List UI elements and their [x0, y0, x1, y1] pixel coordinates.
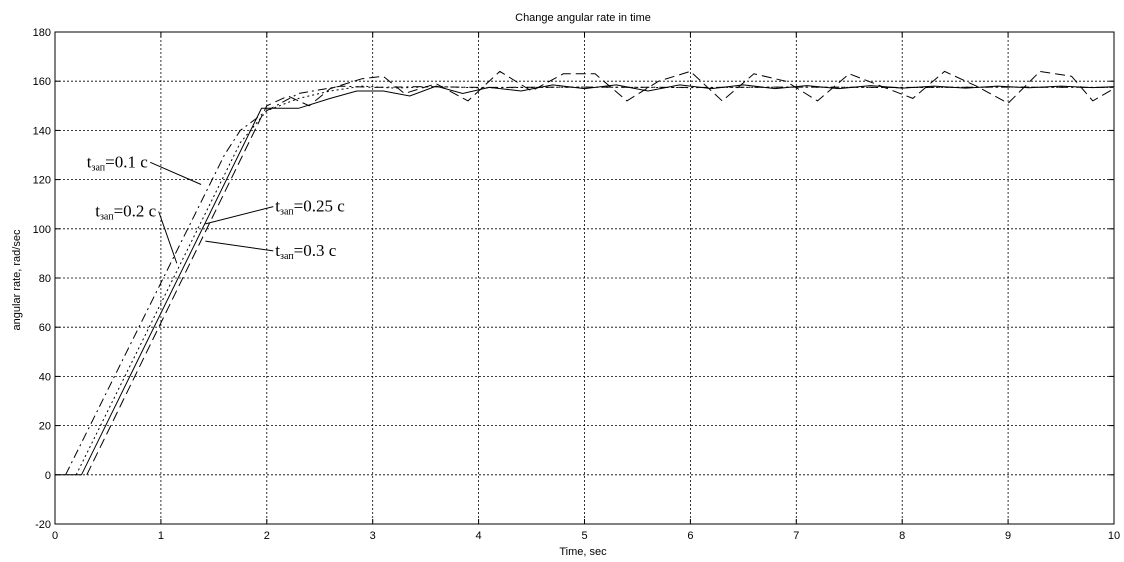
annotation-leader: [158, 211, 178, 264]
y-tick-label: 180: [33, 27, 51, 39]
series-line: [65, 85, 1115, 476]
x-tick-label: 2: [264, 530, 270, 542]
x-tick-label: 3: [370, 530, 376, 542]
x-tick-label: 5: [581, 530, 587, 542]
annotation-label: tзап=0.2 c: [95, 202, 156, 223]
annotation-leader: [205, 240, 274, 252]
chart-title: Change angular rate in time: [515, 12, 651, 24]
x-tick-label: 6: [687, 530, 693, 542]
annotation-label: tзап=0.1 c: [87, 152, 148, 173]
series-group: [55, 70, 1115, 476]
x-tick-label: 9: [1005, 530, 1011, 542]
y-tick-label: 60: [39, 322, 51, 334]
annotation-leader: [205, 206, 274, 225]
y-tick-label: 160: [33, 76, 51, 88]
y-tick-label: 140: [33, 125, 51, 137]
x-tick-label: 7: [793, 530, 799, 542]
x-tick-label: 8: [899, 530, 905, 542]
annotation-label: tзап=0.25 c: [275, 197, 345, 218]
x-tick-label: 0: [52, 530, 58, 542]
series-line: [86, 70, 1115, 476]
y-tick-label: -20: [35, 519, 51, 531]
y-tick-label: 0: [45, 470, 51, 482]
series-line: [75, 85, 1115, 476]
grid: [55, 32, 1114, 524]
y-tick-label: 100: [33, 224, 51, 236]
y-tick-label: 120: [33, 175, 51, 187]
x-tick-label: 4: [476, 530, 482, 542]
y-tick-label: 80: [39, 273, 51, 285]
annotation-leader: [150, 161, 202, 185]
y-tick-label: 20: [39, 421, 51, 433]
annotation-label: tзап=0.3 c: [275, 241, 336, 262]
x-axis-label: Time, sec: [559, 546, 607, 557]
annotations: tзап=0.1 c tзап=0.2 c tзап=0.25 c tзап=0.3 …: [87, 152, 345, 264]
y-tick-label: 40: [39, 371, 51, 383]
series-line: [55, 84, 1115, 476]
x-tick-label: 10: [1108, 530, 1120, 542]
y-axis-label: angular rate, rad/sec: [11, 229, 23, 330]
x-tick-label: 1: [158, 530, 164, 542]
